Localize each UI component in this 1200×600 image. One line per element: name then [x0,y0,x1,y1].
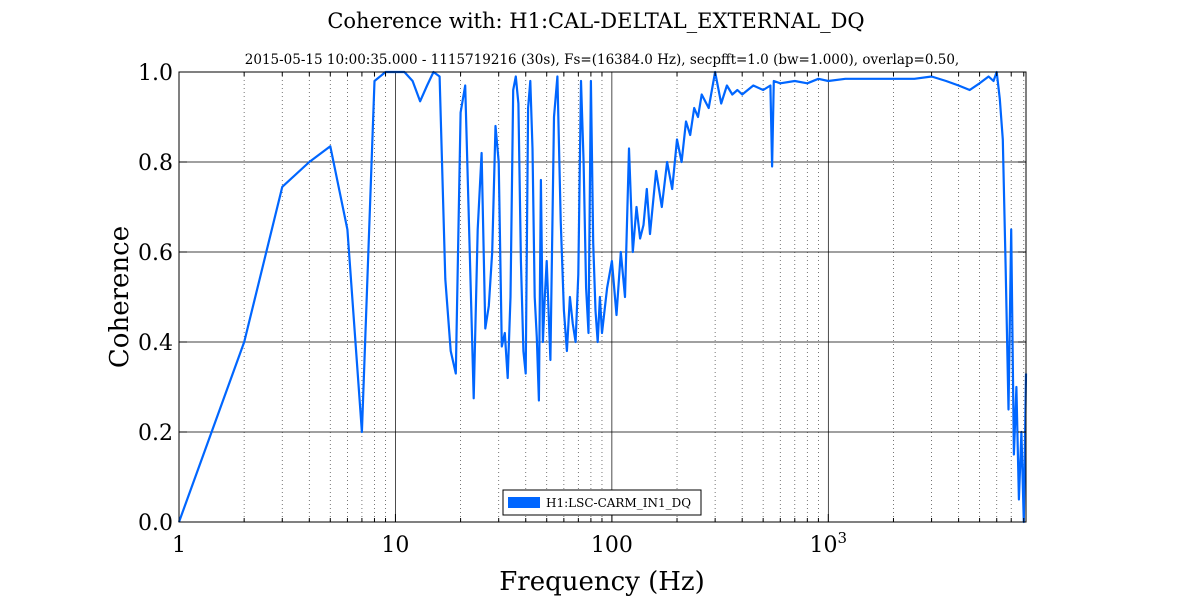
y-tick-label: 0.6 [138,241,173,266]
x-tick-label: 1 [172,533,186,558]
legend: H1:LSC-CARM_IN1_DQ [502,489,702,516]
x-axis-label: Frequency (Hz) [499,567,705,597]
axis-ticks: 1 10 100 103 0.0 0.2 0.4 0.6 0.8 1.0 [138,61,1026,558]
chart-subtitle: 2015-05-15 10:00:35.000 - 1115719216 (30… [245,52,959,68]
legend-label: H1:LSC-CARM_IN1_DQ [546,496,691,510]
y-tick-label: 1.0 [138,61,173,86]
x-tick-label: 10 [381,533,409,558]
y-tick-label: 0.2 [138,421,173,446]
x-tick-label: 100 [591,533,633,558]
chart-title: Coherence with: H1:CAL-DELTAL_EXTERNAL_D… [327,9,864,33]
y-tick-label: 0.0 [138,511,173,536]
legend-swatch [508,497,540,508]
grid-lines [178,71,1026,523]
y-tick-label: 0.8 [138,151,173,176]
y-tick-label: 0.4 [138,331,173,356]
series-layer [177,70,1028,524]
plot-frame [178,71,1027,523]
y-axis-label: Coherence [105,226,135,368]
x-tick-label: 103 [810,529,848,558]
series-line [177,70,1028,524]
